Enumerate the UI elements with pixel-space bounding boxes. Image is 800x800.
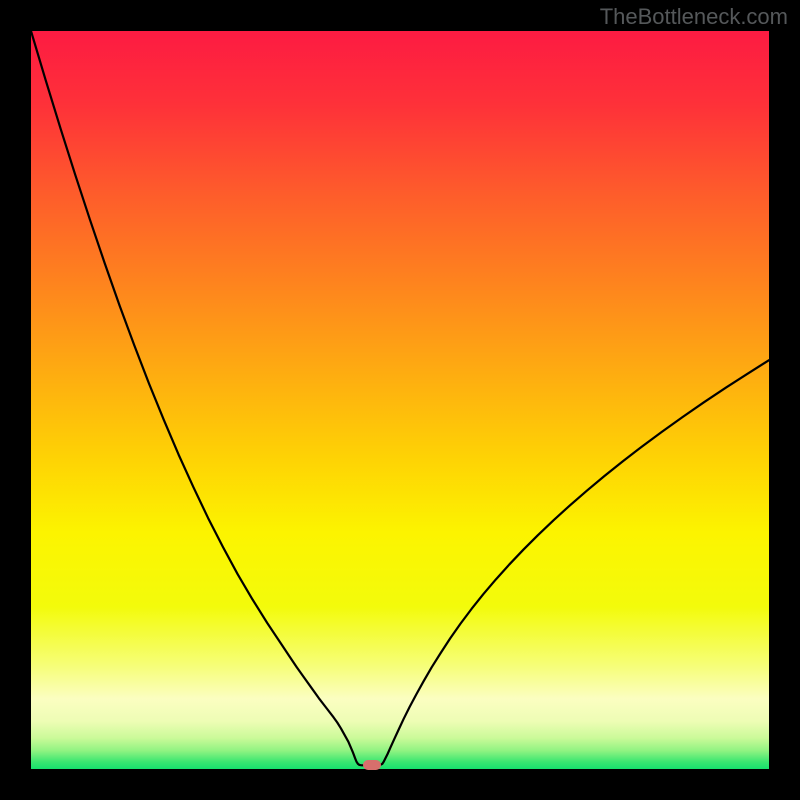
plot-area [31, 31, 769, 769]
optimal-marker [363, 760, 381, 770]
chart-svg [31, 31, 769, 769]
watermark-text: TheBottleneck.com [600, 4, 788, 30]
chart-frame: TheBottleneck.com [0, 0, 800, 800]
chart-background [31, 31, 769, 769]
